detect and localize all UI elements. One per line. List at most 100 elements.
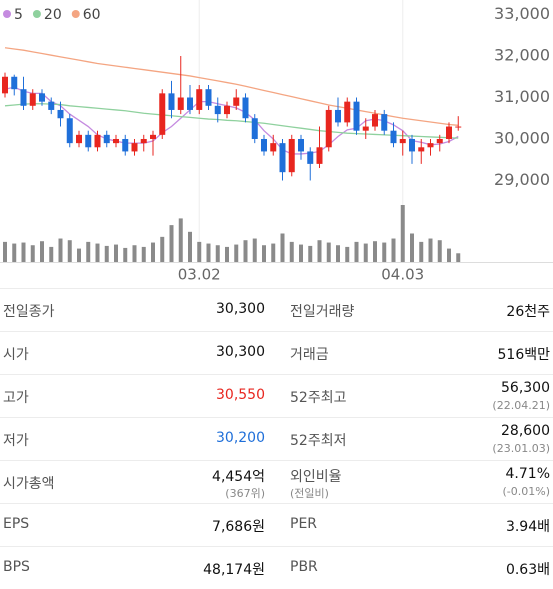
ma-line xyxy=(4,47,459,126)
volume-bar xyxy=(151,242,155,262)
table-cell: 52주최고 56,300 (22.04.21) xyxy=(290,375,550,417)
table-cell: 외인비율 (전일비) 4.71% (-0.01%) xyxy=(290,461,550,503)
y-tick-label: 31,000 xyxy=(494,87,550,106)
volume-bar xyxy=(252,238,257,262)
cell-value: 516백만 xyxy=(497,347,550,363)
table-cell: 시가 30,300 xyxy=(3,332,265,374)
volume-bar xyxy=(30,245,35,262)
cell-value: 4,454억 xyxy=(212,469,265,485)
volume-bar xyxy=(77,248,81,262)
volume-bar xyxy=(197,241,202,262)
legend-label: 5 xyxy=(14,7,23,23)
candle-body xyxy=(131,143,138,152)
x-tick-label: 04.03 xyxy=(381,266,424,284)
volume-bar xyxy=(178,218,183,262)
candle-body xyxy=(76,134,82,144)
volume-bar xyxy=(299,244,303,262)
candle-body xyxy=(205,89,212,106)
candle-body xyxy=(2,76,8,94)
cell-value: 30,300 xyxy=(216,301,265,317)
candle-body xyxy=(307,151,314,164)
volume-bar xyxy=(141,246,146,262)
volume-bar xyxy=(419,241,424,262)
chart: 29,000 30,000 31,000 32,000 33,000 03.02 04.03… xyxy=(0,0,553,284)
volume-bar xyxy=(382,242,387,262)
volume-bar xyxy=(391,238,396,262)
legend-dot xyxy=(71,10,80,18)
volume-bar xyxy=(262,245,266,262)
candle-body xyxy=(11,76,18,90)
y-tick-label: 32,000 xyxy=(494,46,550,65)
cell-label: PER xyxy=(290,516,318,532)
volume-bar xyxy=(447,248,451,262)
table-cell: 전일거래량 26천주 xyxy=(290,289,550,331)
cell-label: 52주최고 xyxy=(290,390,347,406)
candle-body xyxy=(20,89,27,106)
candle-body xyxy=(298,138,304,152)
cell-label: BPS xyxy=(3,559,30,575)
candle-body xyxy=(224,105,230,115)
volume-bar xyxy=(354,241,359,262)
candle-body xyxy=(29,93,36,106)
candle-body xyxy=(446,126,452,139)
cell-label: 고가 xyxy=(3,390,29,406)
volume-bar xyxy=(456,253,461,262)
table-cell: PBR 0.63배 xyxy=(290,547,550,589)
volume-bar xyxy=(317,240,322,262)
volume-bar xyxy=(243,240,248,262)
candle-body xyxy=(344,101,351,123)
volume-bar xyxy=(225,246,229,262)
volume-bar xyxy=(67,240,72,262)
cell-sub: (22.04.21) xyxy=(492,399,550,412)
ma-line xyxy=(4,103,459,139)
volume-bar xyxy=(345,246,350,262)
table-cell: 52주최저 28,600 (23.01.03) xyxy=(290,418,550,460)
cell-value: 0.63배 xyxy=(505,562,550,578)
table-row: 시가 30,300 거래금 516백만 xyxy=(0,331,553,374)
cell-label: 외인비율 xyxy=(290,469,342,485)
candle-body xyxy=(233,97,240,106)
candle-body xyxy=(390,130,397,144)
legend-dot xyxy=(3,10,11,18)
volume-bar xyxy=(336,245,340,262)
volume-bar xyxy=(280,233,285,262)
volume-bar xyxy=(206,243,211,262)
table-cell: 전일종가 30,300 xyxy=(3,289,265,331)
y-tick-label: 30,000 xyxy=(494,128,550,147)
table-row: 고가 30,550 52주최고 56,300 (22.04.21) xyxy=(0,374,553,417)
volume-bar xyxy=(95,243,100,262)
candle-body xyxy=(261,138,267,152)
legend-label: 20 xyxy=(44,7,62,23)
candle-body xyxy=(94,134,101,148)
candle-body xyxy=(399,138,406,144)
legend-dot xyxy=(32,10,41,18)
candle-body xyxy=(150,134,156,139)
cell-label: 시가총액 xyxy=(3,476,55,492)
cell-value: 3.94배 xyxy=(505,519,550,535)
x-tick-label: 03.02 xyxy=(178,266,221,284)
volume-bar xyxy=(21,242,26,262)
candle-body xyxy=(242,97,249,119)
volume-bar xyxy=(373,241,377,262)
candle-body xyxy=(372,114,378,127)
cell-label: PBR xyxy=(290,559,318,575)
cell-sub: (-0.01%) xyxy=(502,485,551,498)
volume-bar xyxy=(428,238,433,262)
cell-label: 전일종가 xyxy=(3,304,55,320)
cell-value: 7,686원 xyxy=(212,519,265,535)
candle-body xyxy=(251,118,258,139)
y-tick-label: 33,000 xyxy=(494,4,550,23)
cell-label: 거래금 xyxy=(290,347,329,363)
volume-bar xyxy=(308,245,313,262)
volume-bar xyxy=(169,225,174,262)
cell-label: EPS xyxy=(3,516,30,532)
candle-body xyxy=(159,93,166,135)
cell-sub: (23.01.03) xyxy=(492,442,550,455)
table-cell: 고가 30,550 xyxy=(3,375,265,417)
table-row: 전일종가 30,300 전일거래량 26천주 xyxy=(0,288,553,331)
table-row: BPS 48,174원 PBR 0.63배 xyxy=(0,546,553,589)
candle-body xyxy=(168,93,175,110)
cell-value: 48,174원 xyxy=(203,562,265,578)
candle-body xyxy=(316,147,323,164)
